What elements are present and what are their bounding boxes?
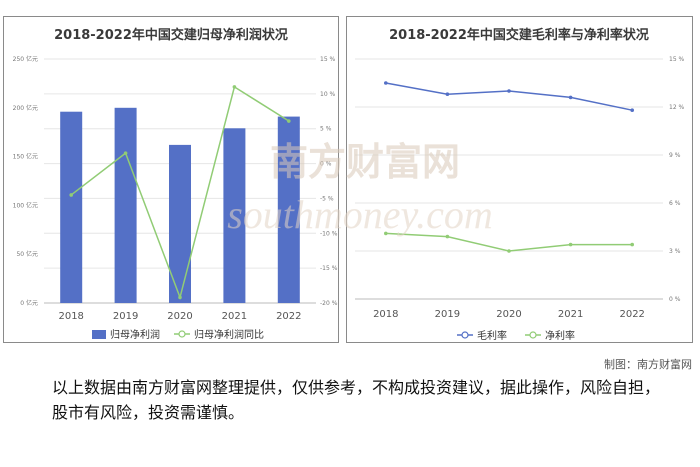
y-right-tick-label: -10 % xyxy=(320,230,338,237)
legend-swatch-bar xyxy=(92,330,106,339)
x-tick-label: 2022 xyxy=(276,311,301,322)
right-chart-title: 2018-2022年中国交建毛利率与净利率状况 xyxy=(389,27,649,43)
right-chart: 2018-2022年中国交建毛利率与净利率状况 0 % 3 % 6 % 9 % 12 %… xyxy=(355,27,685,342)
legend-label-gross: 毛利率 xyxy=(477,329,507,342)
net-margin-point-2020 xyxy=(507,249,511,253)
yoy-point-2020 xyxy=(178,295,182,300)
left-chart-panel: 2018-2022年中国交建归母净利润状况 0 亿元 50 亿元 100 亿元 150… xyxy=(3,16,339,343)
yoy-point-2022 xyxy=(287,119,291,123)
x-tick-label: 2021 xyxy=(558,309,583,320)
x-tick-label: 2019 xyxy=(435,309,460,320)
legend-label-line: 归母净利润同比 xyxy=(194,328,264,341)
x-tick-label: 2018 xyxy=(373,309,398,320)
bar-2022 xyxy=(277,116,300,303)
bar-2018 xyxy=(60,111,83,303)
y-right-tick-label: 12 % xyxy=(669,104,685,111)
legend-marker-line xyxy=(178,330,186,338)
y-right-tick-label: 15 % xyxy=(669,56,685,63)
x-tick-label: 2018 xyxy=(58,311,83,322)
gross-margin-point-2020 xyxy=(507,89,511,93)
x-tick-label: 2020 xyxy=(167,311,192,322)
y-left-tick-label: 150 亿元 xyxy=(13,153,38,161)
yoy-point-2018 xyxy=(69,193,73,197)
y-right-tick-label: 6 % xyxy=(669,200,681,207)
y-left-tick-label: 250 亿元 xyxy=(13,55,38,63)
gross-margin-line xyxy=(385,82,633,111)
gross-margin-point-2021 xyxy=(568,95,573,100)
net-margin-point-2022 xyxy=(630,242,634,247)
y-left-tick-label: 50 亿元 xyxy=(16,250,38,258)
x-tick-label: 2021 xyxy=(222,311,247,322)
y-right-tick-label: 0 % xyxy=(669,296,681,303)
y-right-tick-label: 15 % xyxy=(320,56,336,63)
y-left-tick-label: 200 亿元 xyxy=(13,104,38,112)
y-left-tick-label: 100 亿元 xyxy=(13,201,38,209)
chart-credit: 制图：南方财富网 xyxy=(604,358,692,371)
y-right-tick-label: 9 % xyxy=(669,152,681,159)
yoy-point-2019 xyxy=(123,151,128,155)
gross-margin-point-2019 xyxy=(445,92,450,96)
gross-margin-point-2018 xyxy=(384,81,388,85)
y-right-tick-label: -15 % xyxy=(320,265,338,272)
net-margin-point-2019 xyxy=(445,234,450,239)
y-right-tick-label: -5 % xyxy=(320,195,334,202)
x-tick-label: 2019 xyxy=(113,311,138,322)
bar-2020 xyxy=(169,144,191,303)
y-right-tick-label: 0 % xyxy=(320,161,332,168)
y-right-tick-label: -20 % xyxy=(320,300,338,307)
y-left-tick-label: 0 亿元 xyxy=(20,299,38,307)
bar-2021 xyxy=(223,128,246,303)
gross-margin-point-2022 xyxy=(630,108,634,112)
legend-label-bar: 归母净利润 xyxy=(110,328,160,341)
x-tick-label: 2020 xyxy=(496,309,521,320)
left-chart: 2018-2022年中国交建归母净利润状况 0 亿元 50 亿元 100 亿元 150… xyxy=(13,27,338,341)
net-margin-point-2021 xyxy=(568,242,573,247)
y-right-tick-label: 10 % xyxy=(320,91,336,98)
x-tick-label: 2022 xyxy=(619,309,644,320)
net-margin-point-2018 xyxy=(384,231,388,236)
y-right-tick-label: 3 % xyxy=(669,248,681,255)
legend-label-net: 净利率 xyxy=(545,329,575,342)
left-chart-title: 2018-2022年中国交建归母净利润状况 xyxy=(54,27,288,43)
bar-2019 xyxy=(114,107,137,303)
disclaimer-text: 以上数据由南方财富网整理提供，仅供参考，不构成投资建议，据此操作，风险自担，股市… xyxy=(52,378,661,422)
net-margin-line xyxy=(385,232,633,252)
y-right-tick-label: 5 % xyxy=(320,126,332,133)
yoy-point-2021 xyxy=(232,85,237,89)
right-chart-panel: 2018-2022年中国交建毛利率与净利率状况 0 % 3 % 6 % 9 % 12 %… xyxy=(346,16,693,343)
legend-marker-gross xyxy=(461,331,469,339)
legend-marker-net xyxy=(529,331,537,339)
